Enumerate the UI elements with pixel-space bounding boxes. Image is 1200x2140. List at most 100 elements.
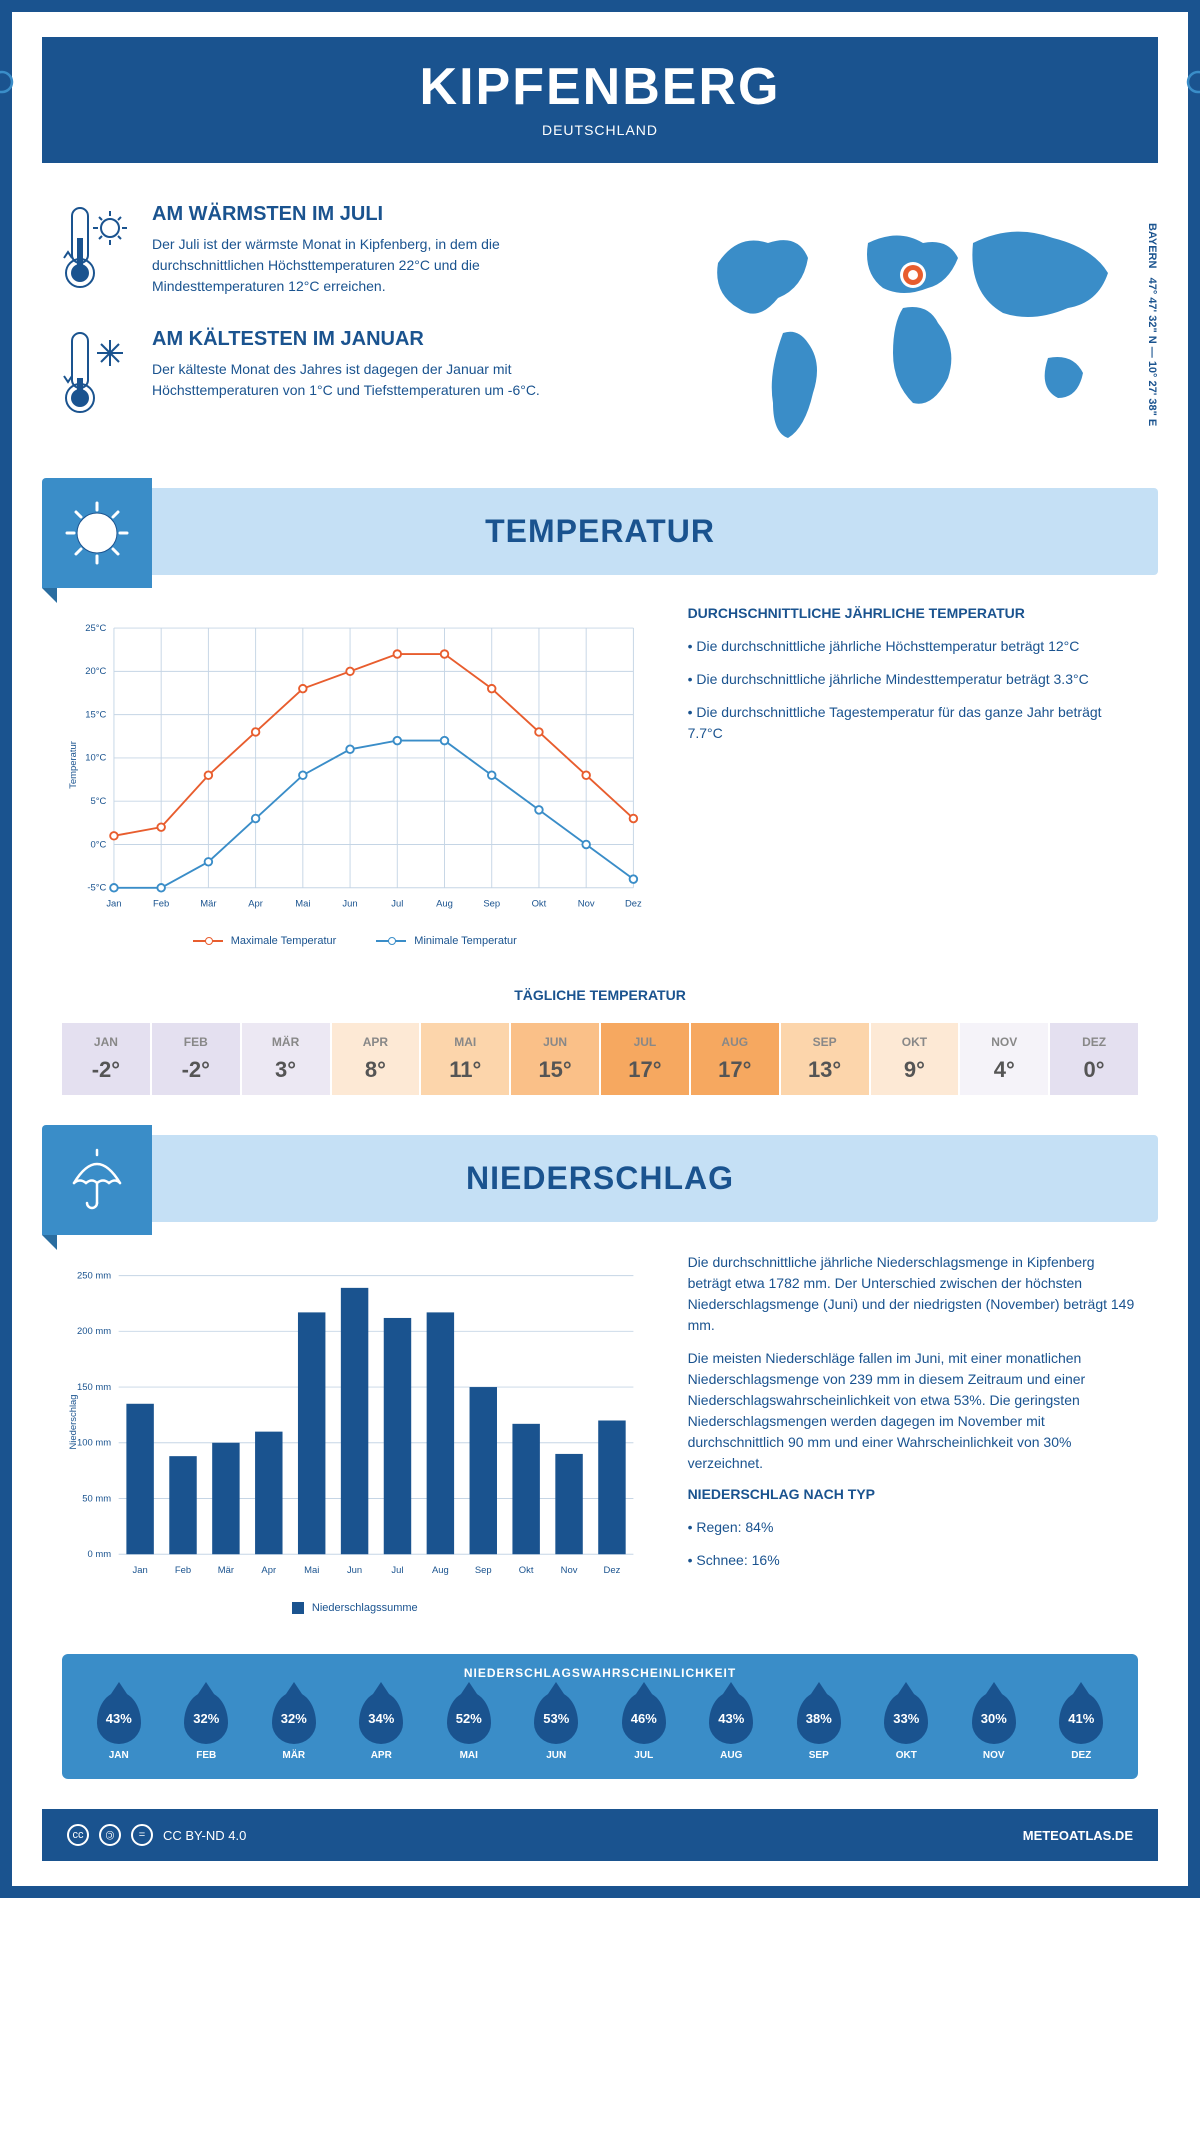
svg-text:Okt: Okt [519,1565,534,1576]
temperature-line-chart: -5°C0°C5°C10°C15°C20°C25°CJanFebMärAprMa… [62,605,648,947]
page-subtitle: DEUTSCHLAND [42,122,1158,138]
temp-cell: NOV4° [960,1023,1048,1095]
wind-icon [1168,57,1200,132]
svg-text:5°C: 5°C [91,796,107,807]
svg-text:Sep: Sep [483,899,500,910]
precipitation-probability: NIEDERSCHLAGSWAHRSCHEINLICHKEIT 43%JAN32… [62,1654,1138,1779]
daily-temp-heading: TÄGLICHE TEMPERATUR [62,987,1138,1003]
svg-text:50 mm: 50 mm [82,1493,111,1504]
svg-text:Dez: Dez [604,1565,621,1576]
fact-cold-text: Der kälteste Monat des Jahres ist dagege… [152,359,552,401]
section-title-precip: NIEDERSCHLAG [42,1160,1158,1197]
precip-drop: 43%AUG [690,1692,774,1761]
thermometer-snow-icon [62,328,132,423]
precip-drop: 46%JUL [602,1692,686,1761]
svg-text:Jul: Jul [391,899,403,910]
license-info: cc 🄯 = CC BY-ND 4.0 [67,1824,246,1846]
nd-icon: = [131,1824,153,1846]
svg-text:200 mm: 200 mm [77,1326,111,1337]
svg-text:Dez: Dez [625,899,642,910]
svg-text:Temperatur: Temperatur [68,741,79,789]
svg-text:Okt: Okt [532,899,547,910]
fact-warm-title: AM WÄRMSTEN IM JULI [152,203,552,226]
fact-cold-title: AM KÄLTESTEN IM JANUAR [152,328,552,351]
temp-cell: APR8° [332,1023,420,1095]
svg-text:150 mm: 150 mm [77,1382,111,1393]
section-header-precipitation: NIEDERSCHLAG [42,1135,1158,1222]
svg-text:Apr: Apr [248,899,263,910]
precip-drop: 33%OKT [865,1692,949,1761]
precip-prob-heading: NIEDERSCHLAGSWAHRSCHEINLICHKEIT [77,1666,1123,1680]
svg-text:100 mm: 100 mm [77,1438,111,1449]
precip-info-p1: Die durchschnittliche jährliche Niedersc… [688,1252,1138,1336]
precip-drop: 53%JUN [515,1692,599,1761]
coordinates-label: BAYERN 47° 47' 32" N — 10° 27' 38" E [1146,223,1158,426]
precip-drop: 34%APR [340,1692,424,1761]
svg-text:15°C: 15°C [85,709,106,720]
svg-text:Mär: Mär [200,899,216,910]
footer: cc 🄯 = CC BY-ND 4.0 METEOATLAS.DE [42,1809,1158,1861]
svg-text:Mai: Mai [295,899,310,910]
temp-cell: AUG17° [691,1023,779,1095]
temp-cell: JUN15° [511,1023,599,1095]
precip-drop: 32%MÄR [252,1692,336,1761]
sun-icon [42,478,152,588]
fact-warm-text: Der Juli ist der wärmste Monat in Kipfen… [152,234,552,297]
svg-text:Nov: Nov [578,899,595,910]
svg-text:Jan: Jan [106,899,121,910]
top-facts-section: AM WÄRMSTEN IM JULI Der Juli ist der wär… [12,163,1188,488]
precip-drop: 30%NOV [952,1692,1036,1761]
daily-temperature-table: TÄGLICHE TEMPERATUR JAN-2°FEB-2°MÄR3°APR… [12,977,1188,1135]
precipitation-bar-chart: 0 mm50 mm100 mm150 mm200 mm250 mmJanFebM… [62,1252,648,1614]
license-text: CC BY-ND 4.0 [163,1828,246,1843]
temp-cell: OKT9° [871,1023,959,1095]
temp-cell: MÄR3° [242,1023,330,1095]
temp-cell: FEB-2° [152,1023,240,1095]
svg-text:Sep: Sep [475,1565,492,1576]
precip-drop: 41%DEZ [1040,1692,1124,1761]
wind-icon [0,57,32,132]
precip-drop: 32%FEB [165,1692,249,1761]
site-name: METEOATLAS.DE [1023,1828,1133,1843]
svg-text:Mai: Mai [304,1565,319,1576]
infographic-page: KIPFENBERG DEUTSCHLAND AM WÄRMSTEN IM JU… [0,0,1200,1898]
precip-info-p4: • Schnee: 16% [688,1550,1138,1571]
cc-icon: cc [67,1824,89,1846]
temp-cell: MAI11° [421,1023,509,1095]
svg-text:Jun: Jun [347,1565,362,1576]
precip-chart-legend: Niederschlagssumme [62,1602,648,1614]
svg-text:-5°C: -5°C [87,883,106,894]
svg-text:0 mm: 0 mm [88,1549,112,1560]
svg-text:Jan: Jan [133,1565,148,1576]
svg-text:Aug: Aug [436,899,453,910]
svg-text:Feb: Feb [153,899,169,910]
temp-chart-legend: Maximale Temperatur Minimale Temperatur [62,935,648,947]
svg-text:Apr: Apr [261,1565,276,1576]
page-title: KIPFENBERG [42,57,1158,117]
precip-info-p2: Die meisten Niederschläge fallen im Juni… [688,1348,1138,1474]
svg-text:Mär: Mär [218,1565,234,1576]
precip-info-h2: NIEDERSCHLAG NACH TYP [688,1486,1138,1502]
svg-text:Jul: Jul [391,1565,403,1576]
precip-drop: 38%SEP [777,1692,861,1761]
thermometer-sun-icon [62,203,132,298]
fact-coldest: AM KÄLTESTEN IM JANUAR Der kälteste Mona… [62,328,648,423]
section-title-temp: TEMPERATUR [42,513,1158,550]
svg-text:Nov: Nov [561,1565,578,1576]
temp-cell: JAN-2° [62,1023,150,1095]
svg-text:Niederschlag: Niederschlag [68,1394,79,1449]
fact-warmest: AM WÄRMSTEN IM JULI Der Juli ist der wär… [62,203,648,298]
header-banner: KIPFENBERG DEUTSCHLAND [42,37,1158,163]
precip-info-p3: • Regen: 84% [688,1517,1138,1538]
by-icon: 🄯 [99,1824,121,1846]
precip-drop: 43%JAN [77,1692,161,1761]
climate-facts: AM WÄRMSTEN IM JULI Der Juli ist der wär… [62,203,648,458]
svg-text:20°C: 20°C [85,666,106,677]
temp-info-p3: • Die durchschnittliche Tagestemperatur … [688,702,1138,744]
svg-text:25°C: 25°C [85,623,106,634]
svg-text:0°C: 0°C [91,839,107,850]
temperature-info: DURCHSCHNITTLICHE JÄHRLICHE TEMPERATUR •… [688,605,1138,947]
precip-drop: 52%MAI [427,1692,511,1761]
temp-cell: JUL17° [601,1023,689,1095]
umbrella-icon [42,1125,152,1235]
